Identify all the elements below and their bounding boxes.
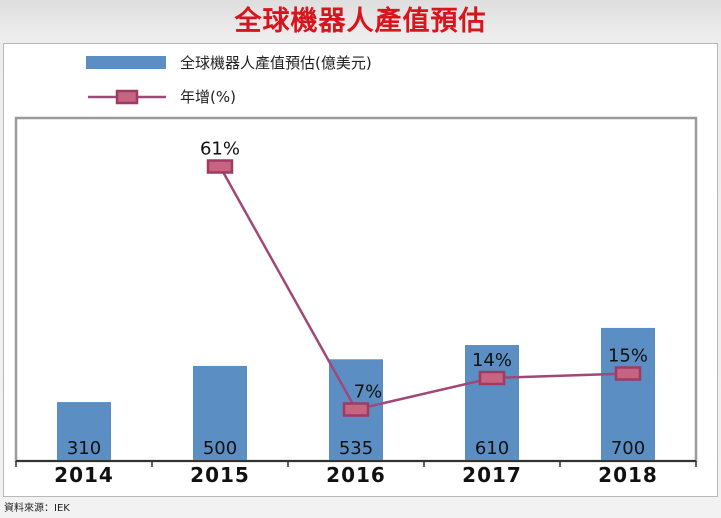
- legend-line-marker: [115, 89, 139, 105]
- legend: 全球機器人產值預估(億美元) 年增(%): [86, 54, 372, 106]
- growth-line-series: 61% 7% 14% 15%: [200, 139, 648, 417]
- legend-bar-label: 全球機器人產值預估(億美元): [180, 54, 372, 72]
- bar-value-label: 535: [339, 438, 373, 459]
- x-tick-label: 2017: [462, 463, 522, 487]
- growth-label: 15%: [608, 346, 648, 367]
- growth-marker-2018: [614, 366, 642, 381]
- bar-value-label: 500: [203, 438, 237, 459]
- growth-marker-2017: [478, 370, 506, 386]
- bar-value-label: 700: [611, 438, 645, 459]
- growth-marker-2016: [342, 402, 370, 417]
- growth-label: 61%: [200, 139, 240, 160]
- bar-value-label: 310: [67, 438, 101, 459]
- growth-marker-2015: [206, 159, 234, 174]
- legend-line-label: 年增(%): [180, 88, 236, 106]
- x-tick-label: 2015: [190, 463, 250, 487]
- x-axis: 2014 2015 2016 2017 2018: [15, 460, 697, 487]
- bar-2017: [465, 345, 519, 461]
- x-tick-label: 2014: [54, 463, 114, 487]
- bar-value-label: 610: [475, 438, 509, 459]
- legend-bar-swatch: [86, 56, 166, 69]
- x-tick-label: 2016: [326, 463, 386, 487]
- chart-title: 全球機器人產值預估: [234, 6, 487, 37]
- bar-2018: [601, 327, 655, 461]
- bar-value-labels: 310 500 535 610 700: [67, 438, 645, 459]
- bar-2014: [57, 402, 111, 461]
- growth-line: [218, 165, 629, 411]
- source-note: 資料來源：IEK: [4, 503, 70, 514]
- bars: [57, 327, 655, 461]
- bar-2015: [193, 365, 247, 461]
- growth-label: 14%: [472, 350, 512, 371]
- x-tick-label: 2018: [598, 463, 658, 487]
- growth-label: 7%: [354, 382, 383, 403]
